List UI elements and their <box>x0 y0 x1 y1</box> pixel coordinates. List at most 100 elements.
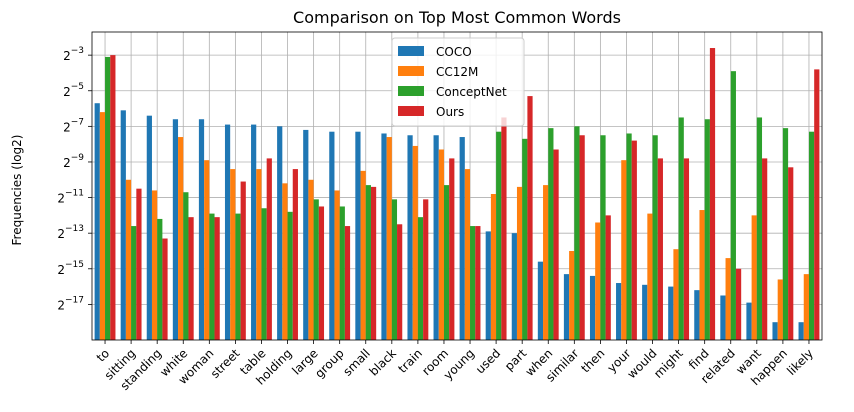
bar-conceptnet-then <box>600 135 606 340</box>
bar-conceptnet-sitting <box>131 226 137 340</box>
bar-conceptnet-when <box>548 128 554 340</box>
bar-cc12m-find <box>699 210 705 340</box>
bar-cc12m-part <box>516 186 523 340</box>
bar-coco-young <box>459 137 465 340</box>
y-tick-exponent: −11 <box>65 189 84 199</box>
bar-ours-room <box>449 158 455 340</box>
bar-conceptnet-white <box>183 192 189 340</box>
bar-ours-related <box>735 268 742 340</box>
bar-ours-large <box>318 206 325 340</box>
bar-ours-might <box>683 158 690 340</box>
bar-ours-woman <box>214 217 220 340</box>
y-tick-exponent: −5 <box>71 82 84 92</box>
y-axis-label: Frequencies (log2) <box>10 135 24 246</box>
bar-coco-would <box>642 284 648 340</box>
bar-ours-would <box>657 158 663 340</box>
bar-coco-white <box>172 119 179 340</box>
x-tick-label: would <box>625 346 660 381</box>
bar-cc12m-when <box>543 185 549 340</box>
plot-frame <box>91 31 823 341</box>
bar-conceptnet-train <box>417 217 424 340</box>
bar-cc12m-small <box>360 170 366 340</box>
x-tick-label: then <box>578 346 607 375</box>
bar-conceptnet-standing <box>157 218 163 340</box>
bar-ours-to <box>110 55 116 341</box>
bar-ours-find <box>709 48 716 340</box>
bar-conceptnet-table <box>261 208 267 340</box>
bar-coco-happen <box>772 322 778 340</box>
bar-cc12m-sitting <box>125 179 132 340</box>
x-axis-ticks: tosittingstandingwhitewomanstreettableho… <box>94 340 816 393</box>
bar-coco-might <box>668 286 674 340</box>
y-tick-base: 2 <box>63 49 71 63</box>
bar-coco-holding <box>277 126 283 340</box>
legend-swatch-cc12m <box>398 66 424 76</box>
y-tick-label: 2−9 <box>63 153 84 170</box>
bar-coco-table <box>251 124 257 340</box>
x-tick-label: might <box>651 346 686 381</box>
bar-ours-your <box>631 140 637 340</box>
bar-conceptnet-related <box>730 71 736 340</box>
x-tick-label: train <box>395 346 425 376</box>
y-tick-label: 2−15 <box>57 260 84 277</box>
bar-cc12m-to <box>99 112 106 341</box>
bar-cc12m-similar <box>569 250 575 340</box>
legend-box <box>391 37 525 127</box>
bar-conceptnet-find <box>704 119 710 340</box>
legend-swatch-coco <box>398 46 424 56</box>
bar-coco-find <box>694 290 700 340</box>
bar-coco-your <box>616 283 622 340</box>
legend-label-conceptnet: ConceptNet <box>436 85 507 99</box>
bar-ours-used <box>501 117 507 340</box>
legend-label-cc12m: CC12M <box>436 65 478 79</box>
y-tick-exponent: −7 <box>71 117 84 127</box>
bar-conceptnet-group <box>339 206 345 340</box>
y-tick-exponent: −15 <box>65 260 84 270</box>
bar-cc12m-holding <box>282 183 288 340</box>
bar-cc12m-young <box>464 169 471 340</box>
bar-ours-street <box>240 181 246 340</box>
y-tick-base: 2 <box>57 192 65 206</box>
bar-coco-related <box>720 295 726 340</box>
bar-conceptnet-want <box>756 117 763 340</box>
legend-swatch-ours <box>398 106 424 116</box>
bar-ours-standing <box>162 238 168 340</box>
legend-swatch-conceptnet <box>398 86 424 96</box>
y-tick-label: 2−11 <box>57 189 84 206</box>
y-tick-label: 2−13 <box>57 224 84 241</box>
x-tick-label: group <box>312 346 347 381</box>
bar-ours-holding <box>292 169 298 340</box>
bar-cc12m-large <box>308 179 314 340</box>
x-tick-label: likely <box>784 346 816 378</box>
bar-cc12m-group <box>334 190 340 340</box>
bar-ours-white <box>188 217 194 340</box>
bar-coco-room <box>433 135 439 340</box>
y-tick-base: 2 <box>57 298 65 312</box>
bar-coco-when <box>537 261 544 340</box>
bar-conceptnet-happen <box>782 128 789 340</box>
bar-coco-small <box>355 131 361 340</box>
y-tick-exponent: −13 <box>65 224 84 234</box>
bar-coco-sitting <box>120 110 126 340</box>
bar-cc12m-room <box>438 149 444 340</box>
y-tick-label: 2−7 <box>63 117 84 134</box>
bar-cc12m-want <box>751 215 757 340</box>
y-tick-label: 2−5 <box>63 82 84 99</box>
bar-cc12m-your <box>621 160 627 340</box>
bar-ours-young <box>475 226 481 340</box>
bar-conceptnet-similar <box>574 126 580 340</box>
bar-ours-when <box>553 149 559 340</box>
bar-coco-likely <box>798 322 804 340</box>
x-tick-label: used <box>473 346 503 376</box>
bars <box>94 48 820 341</box>
y-tick-base: 2 <box>63 120 71 134</box>
bar-ours-table <box>266 158 272 340</box>
legend-label-coco: COCO <box>436 45 472 59</box>
y-tick-label: 2−3 <box>63 46 84 63</box>
bar-cc12m-woman <box>204 160 210 340</box>
bar-cc12m-used <box>490 194 497 340</box>
bar-conceptnet-black <box>391 199 398 340</box>
bar-conceptnet-young <box>470 226 476 340</box>
bar-conceptnet-might <box>678 117 684 340</box>
bar-ours-small <box>370 186 377 340</box>
